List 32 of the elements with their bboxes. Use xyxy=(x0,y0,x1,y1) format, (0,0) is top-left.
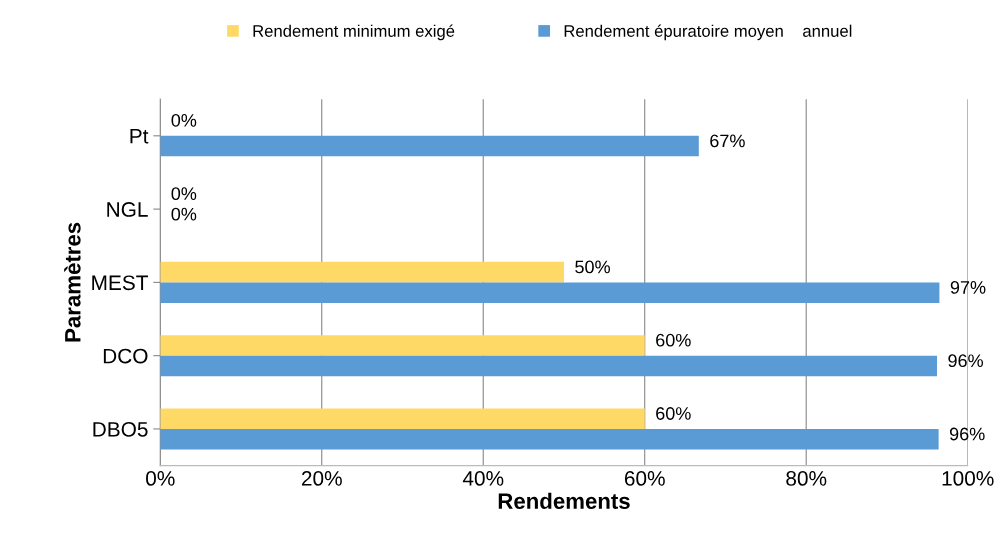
data-label: 67% xyxy=(710,134,745,148)
bar xyxy=(160,428,939,450)
y-axis-title: Paramètres xyxy=(64,222,81,342)
bar xyxy=(160,408,645,429)
y-tick-label: Pt xyxy=(130,129,149,144)
y-tick-label: DBO5 xyxy=(93,421,148,437)
data-label: 96% xyxy=(948,354,983,368)
bar xyxy=(160,355,937,377)
data-label: 0% xyxy=(171,207,197,221)
data-label: 50% xyxy=(575,260,610,274)
data-label: 60% xyxy=(656,407,691,420)
legend-label: Rendement épuratoire moyen annuel xyxy=(564,24,852,41)
y-tick-label: MEST xyxy=(92,275,148,291)
bar xyxy=(160,261,564,283)
legend-label: Rendement minimum exigé xyxy=(253,24,455,41)
x-axis-title: Rendements xyxy=(498,492,630,509)
bar xyxy=(160,335,645,356)
data-label: 0% xyxy=(171,187,197,201)
x-tick-label: 100% xyxy=(942,471,994,486)
data-label: 60% xyxy=(656,333,691,347)
data-label: 97% xyxy=(950,281,986,294)
x-tick-label: 80% xyxy=(786,471,827,486)
bar xyxy=(160,282,940,303)
y-tick-label: DCO xyxy=(103,348,148,364)
x-tick-label: 0% xyxy=(146,471,175,486)
x-tick-label: 40% xyxy=(462,471,504,486)
y-tick-label: NGL xyxy=(107,202,148,217)
data-label: 96% xyxy=(949,427,985,441)
data-label: 0% xyxy=(171,113,197,127)
x-tick-label: 60% xyxy=(624,471,665,486)
x-tick-label: 20% xyxy=(301,471,342,486)
bar xyxy=(160,135,699,157)
